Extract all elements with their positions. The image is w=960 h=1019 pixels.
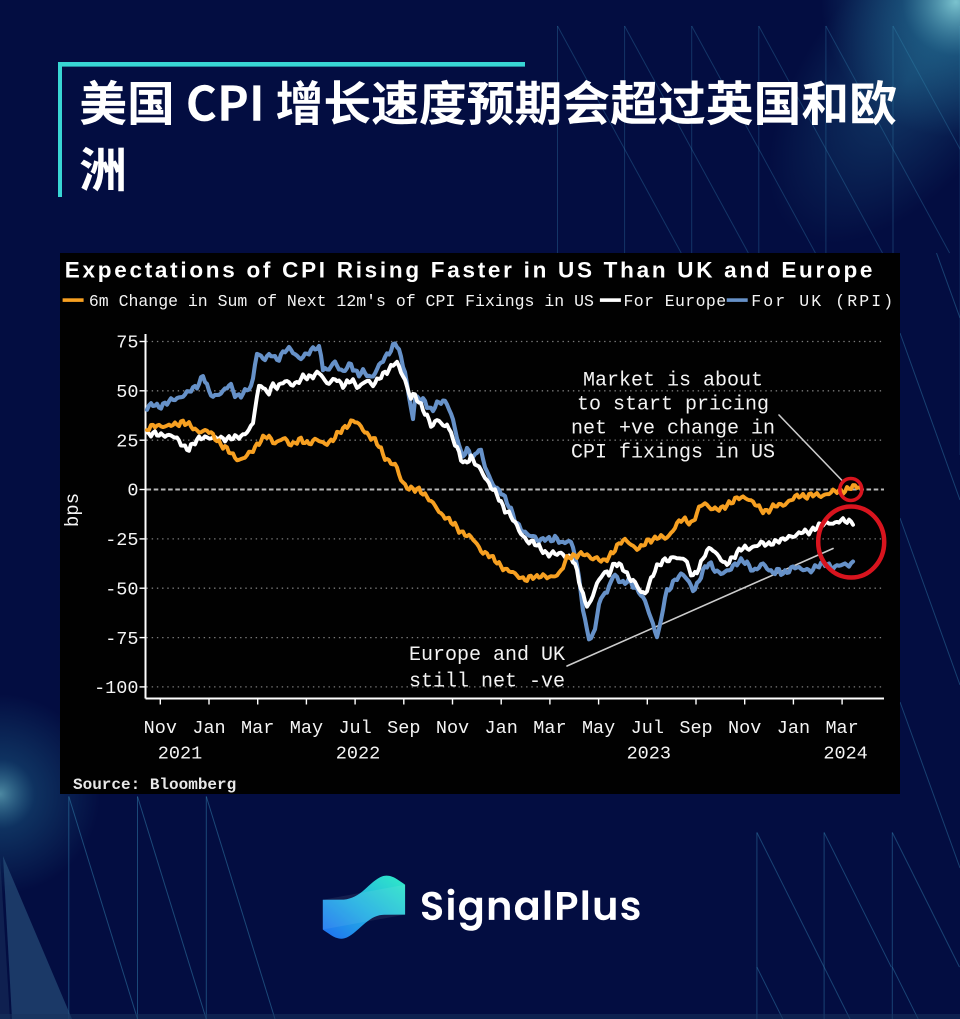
svg-text:50: 50	[116, 382, 138, 403]
svg-text:Source: Bloomberg: Source: Bloomberg	[73, 776, 236, 794]
svg-text:Sep: Sep	[387, 718, 420, 739]
svg-text:2023: 2023	[627, 744, 671, 765]
svg-text:-75: -75	[105, 629, 138, 650]
svg-text:Jul: Jul	[338, 718, 371, 739]
svg-text:Expectations of CPI Rising Fas: Expectations of CPI Rising Faster in US …	[65, 258, 875, 283]
svg-text:to start pricing: to start pricing	[577, 394, 769, 417]
svg-text:Jan: Jan	[192, 718, 225, 739]
svg-text:-100: -100	[94, 678, 138, 699]
svg-text:Sep: Sep	[679, 718, 712, 739]
svg-text:2021: 2021	[158, 744, 202, 765]
svg-text:bps: bps	[62, 493, 84, 527]
svg-text:75: 75	[116, 333, 138, 354]
svg-text:Europe and UK: Europe and UK	[409, 644, 565, 667]
svg-text:25: 25	[116, 431, 138, 452]
svg-text:May: May	[290, 718, 323, 739]
svg-text:Market is about: Market is about	[583, 370, 763, 393]
svg-text:Jan: Jan	[485, 718, 518, 739]
svg-text:Nov: Nov	[436, 718, 469, 739]
svg-text:Mar: Mar	[825, 718, 858, 739]
svg-text:-25: -25	[105, 530, 138, 551]
svg-text:Jul: Jul	[631, 718, 664, 739]
svg-text:0: 0	[127, 481, 138, 502]
svg-text:Jan: Jan	[777, 718, 810, 739]
svg-text:Mar: Mar	[533, 718, 566, 739]
svg-text:Nov: Nov	[144, 718, 177, 739]
svg-text:2024: 2024	[823, 744, 867, 765]
svg-text:Mar: Mar	[241, 718, 274, 739]
svg-text:For UK (RPI): For UK (RPI)	[751, 292, 895, 311]
svg-text:still net -ve: still net -ve	[409, 671, 565, 694]
svg-text:May: May	[582, 718, 615, 739]
svg-text:For Europe: For Europe	[624, 292, 727, 311]
svg-text:net +ve change in: net +ve change in	[571, 418, 775, 441]
svg-text:CPI fixings in US: CPI fixings in US	[571, 442, 775, 465]
svg-text:6m Change in Sum of Next 12m's: 6m Change in Sum of Next 12m's of CPI Fi…	[89, 292, 594, 311]
svg-text:-50: -50	[105, 579, 138, 600]
svg-text:Nov: Nov	[728, 718, 761, 739]
svg-text:2022: 2022	[336, 744, 380, 765]
